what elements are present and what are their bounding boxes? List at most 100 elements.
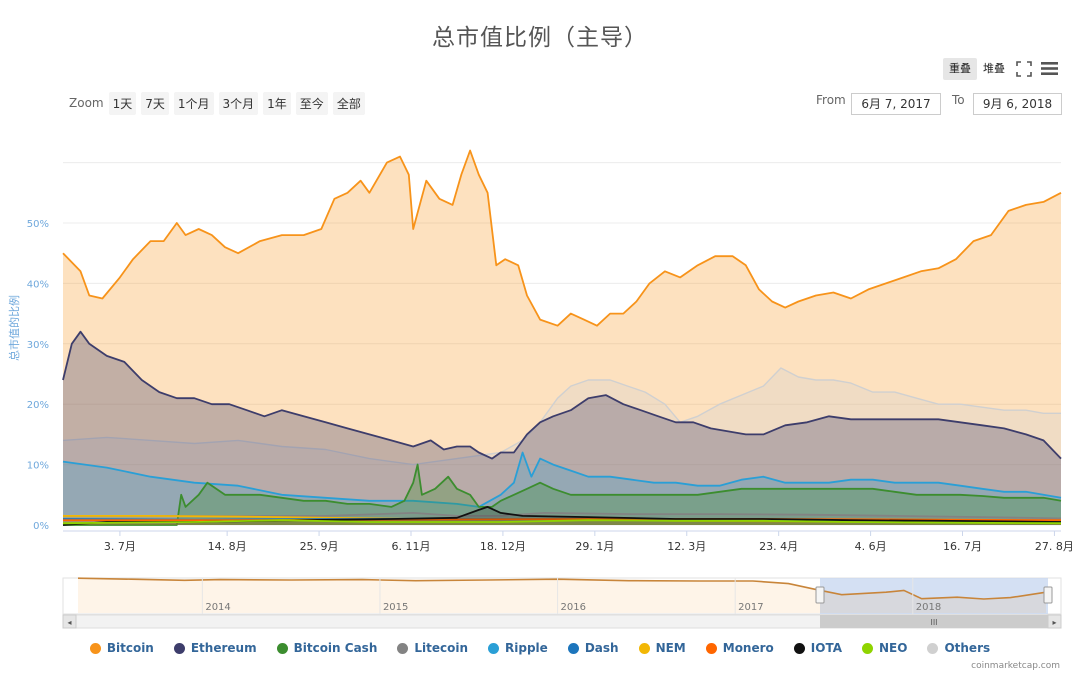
legend-marker-monero <box>705 642 717 654</box>
legend-label: Monero <box>722 641 774 655</box>
legend-marker-litecoin <box>397 642 409 654</box>
navigator-right-handle[interactable] <box>1043 586 1053 604</box>
series-line-bitcoin-cash <box>63 463 1062 526</box>
navigator-selected-range[interactable] <box>820 578 1048 614</box>
legend-marker-others <box>927 642 939 654</box>
x-tick-label: 4. 6月 <box>855 540 887 553</box>
navigator-year-label: 2017 <box>738 602 763 613</box>
y-tick-label: 30% <box>27 340 49 351</box>
x-tick-label: 14. 8月 <box>208 540 247 553</box>
area-bitcoin <box>63 150 1061 525</box>
legend-marker-neo <box>862 642 873 654</box>
chart-legend: Bitcoin Ethereum Bitcoin Cash Litecoin Rippl… <box>0 641 1080 655</box>
legend-marker-iota <box>793 642 805 654</box>
range-to-input[interactable]: 9月 6, 2018 <box>973 93 1062 115</box>
navigator-left-handle[interactable] <box>815 586 825 604</box>
x-tick-label: 27. 8月 <box>1035 540 1074 553</box>
legend-item-nem[interactable]: NEM <box>638 641 686 655</box>
x-tick-label: 23. 4月 <box>759 540 798 553</box>
x-tick-label: 6. 11月 <box>391 540 430 553</box>
series-line-ethereum <box>62 330 1062 460</box>
scrollbar-grip-icon: III <box>930 618 937 627</box>
zoom-1m-button[interactable]: 1个月 <box>173 91 214 115</box>
legend-item-ripple[interactable]: Ripple <box>488 641 548 655</box>
legend-label: Ripple <box>505 641 548 655</box>
series-line-others <box>62 367 1061 466</box>
navigator-year-label: 2015 <box>383 602 408 613</box>
hamburger-menu-icon[interactable] <box>1040 60 1059 77</box>
y-tick-label: 40% <box>27 279 49 290</box>
zoom-ytd-button[interactable]: 至今 <box>295 91 328 115</box>
series-line-neo <box>62 519 1062 525</box>
legend-label: Litecoin <box>414 641 469 655</box>
navigator-year-label: 2014 <box>205 602 230 613</box>
main-chart: 0% 10% 20% 30% 40% 50% 3. 7月 14. 8月 25. 9月 6. 11… <box>7 149 1074 629</box>
x-tick-label: 18. 12月 <box>480 540 526 553</box>
range-from-label: From <box>816 93 846 107</box>
legend-label: NEM <box>655 641 686 655</box>
legend-item-ethereum[interactable]: Ethereum <box>173 641 257 655</box>
y-tick-label: 10% <box>27 461 49 472</box>
chart-title: 总市值比例（主导） <box>432 25 648 51</box>
legend-marker-ripple <box>488 642 500 654</box>
legend-item-neo[interactable]: NEO <box>862 641 907 655</box>
y-tick-label: 50% <box>27 219 49 230</box>
zoom-controls: Zoom 1天 7天 1个月 3个月 1年 至今 全部 <box>69 91 365 115</box>
scrollbar-thumb[interactable] <box>820 615 1048 628</box>
x-tick-label: 29. 1月 <box>575 540 614 553</box>
x-tick-label: 3. 7月 <box>104 540 136 553</box>
legend-item-bitcoin[interactable]: Bitcoin <box>89 641 154 655</box>
legend-label: Ethereum <box>190 641 257 655</box>
area-others <box>63 368 1061 525</box>
credit-text: coinmarketcap.com <box>971 661 1060 671</box>
x-tick-label: 16. 7月 <box>943 540 982 553</box>
range-from-input[interactable]: 6月 7, 2017 <box>851 93 941 115</box>
legend-item-iota[interactable]: IOTA <box>793 641 842 655</box>
legend-marker-bitcoin <box>89 642 101 654</box>
zoom-7d-button[interactable]: 7天 <box>141 91 169 115</box>
overlay-mode-button[interactable]: 重叠 <box>943 58 977 80</box>
range-to-label: To <box>952 93 965 107</box>
area-bitcoin-cash <box>63 464 1061 525</box>
legend-item-others[interactable]: Others <box>927 641 990 655</box>
zoom-3m-button[interactable]: 3个月 <box>218 91 259 115</box>
zoom-1d-button[interactable]: 1天 <box>108 91 137 115</box>
navigator-area <box>78 578 1046 613</box>
zoom-label: Zoom <box>69 96 104 110</box>
legend-label: NEO <box>879 641 908 655</box>
scroll-right-arrow-icon: ▸ <box>1052 618 1056 627</box>
legend-marker-dash <box>567 642 579 654</box>
y-tick-label: 20% <box>27 400 49 411</box>
legend-label: Bitcoin Cash <box>293 641 378 655</box>
navigator-year-label: 2016 <box>561 602 586 613</box>
legend-item-bitcoin-cash[interactable]: Bitcoin Cash <box>276 641 378 655</box>
zoom-all-button[interactable]: 全部 <box>332 91 365 115</box>
series-line-bitcoin <box>62 149 1062 327</box>
stacked-mode-button[interactable]: 堆叠 <box>983 62 1005 75</box>
scroll-left-arrow-icon: ◂ <box>67 618 71 627</box>
legend-label: Bitcoin <box>106 641 154 655</box>
legend-marker-nem <box>638 642 650 654</box>
legend-label: Dash <box>584 641 619 655</box>
y-tick-label: 0% <box>33 521 49 532</box>
legend-label: Others <box>944 641 991 655</box>
legend-marker-bitcoin-cash <box>276 642 288 654</box>
series-line-ripple <box>62 451 1062 508</box>
scroll-left-button[interactable] <box>62 614 77 629</box>
series-line-litecoin <box>63 512 1062 520</box>
legend-label: IOTA <box>810 641 842 655</box>
fullscreen-icon[interactable] <box>1014 59 1034 79</box>
navigator-year-label: 2018 <box>916 602 941 613</box>
navigator-line <box>77 577 1047 600</box>
area-ethereum <box>63 331 1061 525</box>
y-axis-label: 总市值的比例 <box>7 295 21 361</box>
area-ripple <box>63 452 1061 525</box>
zoom-1y-button[interactable]: 1年 <box>263 91 291 115</box>
x-tick-label: 25. 9月 <box>300 540 339 553</box>
legend-item-monero[interactable]: Monero <box>705 641 774 655</box>
legend-item-dash[interactable]: Dash <box>567 641 619 655</box>
scroll-right-button[interactable] <box>1047 614 1062 629</box>
legend-item-litecoin[interactable]: Litecoin <box>397 641 468 655</box>
x-tick-label: 12. 3月 <box>667 540 706 553</box>
legend-marker-ethereum <box>173 642 185 654</box>
